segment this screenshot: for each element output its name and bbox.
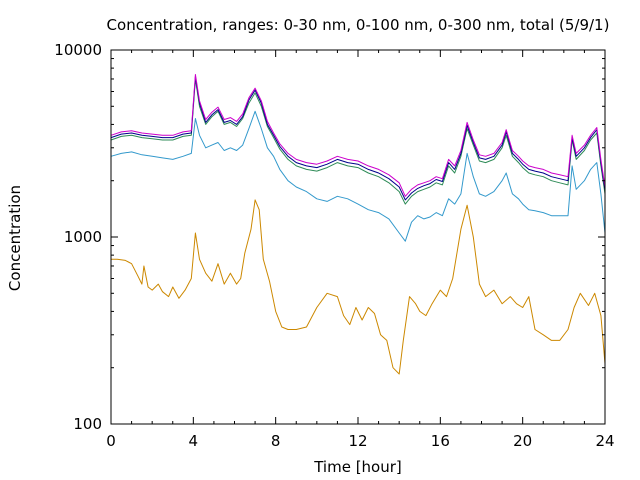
series-line-3	[110, 78, 606, 205]
x-tick-label: 8	[271, 432, 281, 450]
x-tick-label: 0	[106, 432, 116, 450]
y-tick-label: 100	[73, 415, 102, 433]
series-line-1	[111, 199, 606, 375]
series-line-5	[110, 74, 606, 197]
x-tick-label: 24	[595, 432, 614, 450]
x-tick-label: 4	[189, 432, 199, 450]
series-line-2	[110, 110, 606, 242]
x-tick-label: 20	[513, 432, 532, 450]
series-line-4	[110, 76, 606, 201]
x-tick-label: 12	[348, 432, 367, 450]
x-axis-label: Time [hour]	[313, 458, 402, 476]
y-tick-label: 10000	[54, 41, 102, 59]
x-tick-label: 16	[431, 432, 450, 450]
y-tick-label: 1000	[64, 228, 102, 246]
series-layer	[110, 74, 606, 375]
chart-title: Concentration, ranges: 0-30 nm, 0-100 nm…	[107, 16, 610, 34]
y-axis-label: Concentration	[6, 185, 24, 291]
axis-layer: 0 4 8 12 16 20 24 100 1000 10000	[54, 41, 614, 450]
plot-frame	[110, 49, 606, 425]
